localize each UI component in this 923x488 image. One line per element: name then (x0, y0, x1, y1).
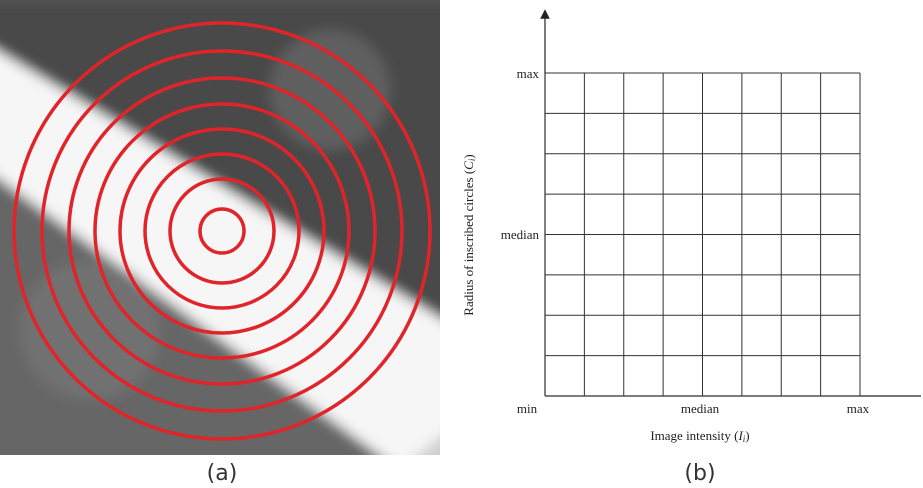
y-tick-label: median (501, 227, 540, 242)
y-tick-label: max (517, 66, 540, 81)
title-var: C (461, 161, 476, 170)
panel-label: (a) (207, 461, 238, 486)
title-close: ) (745, 428, 749, 443)
x-axis-title: Image intensity (Ii) (650, 428, 749, 444)
photo-panel (0, 0, 460, 470)
x-tick-label: median (681, 401, 720, 416)
x-tick-label: min (517, 401, 538, 416)
title-close: ) (461, 154, 476, 158)
figure: (a) min median max max median Image inte… (0, 0, 923, 488)
panel-label: (b) (684, 461, 715, 486)
title-text: Image intensity ( (650, 428, 738, 443)
title-text: Radius of inscribed circles ( (461, 170, 476, 316)
grid (545, 73, 860, 396)
y-axis-title: Radius of inscribed circles (Ci) (461, 154, 477, 315)
diagram-b: min median max max median Image intensit… (461, 14, 921, 444)
x-tick-label: max (847, 401, 870, 416)
